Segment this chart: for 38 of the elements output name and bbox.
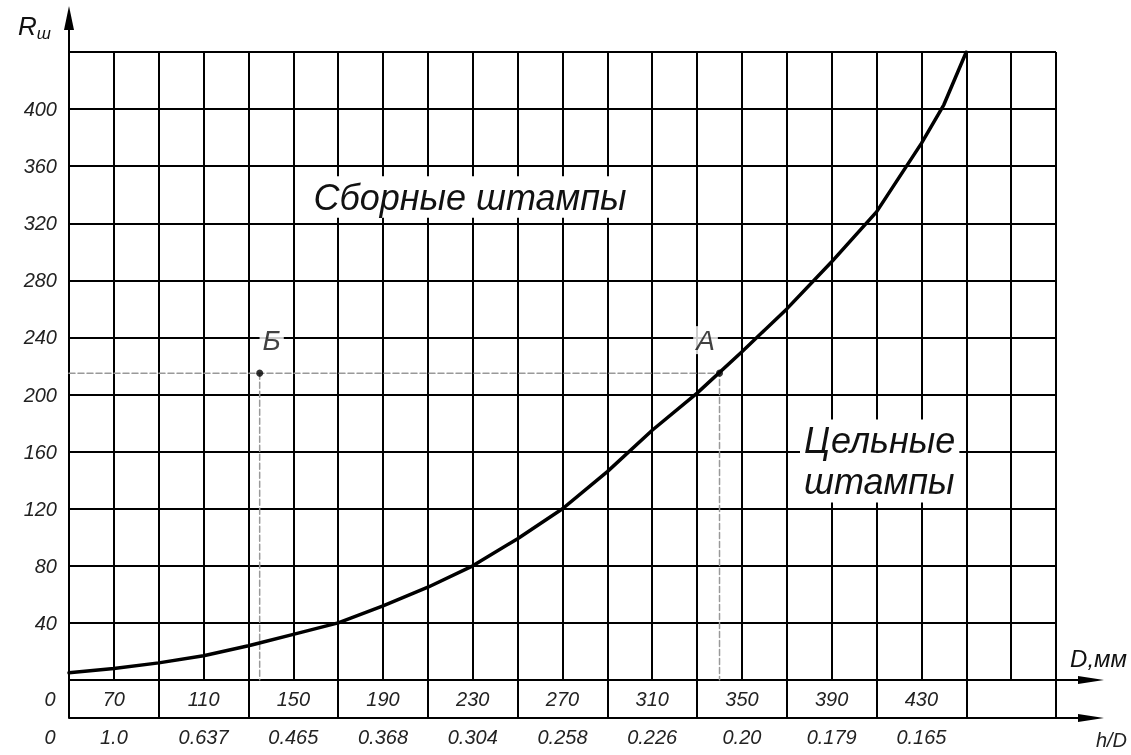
x-tick-label: 310 — [635, 688, 669, 710]
y-tick-label: 120 — [23, 497, 57, 520]
text: 0.179 — [806, 725, 857, 748]
y-tick-label: 320 — [23, 212, 57, 235]
x-tick-label: 270 — [544, 688, 580, 710]
y-tick-label: 400 — [23, 98, 57, 121]
text: 0.368 — [358, 725, 409, 748]
y-tick-label: 40 — [34, 611, 57, 634]
text: h/D — [1095, 729, 1127, 751]
y-tick-label: 240 — [22, 326, 57, 349]
text: 0.465 — [268, 725, 320, 748]
x-tick-label: 70 — [102, 688, 125, 710]
y-tick-label: 360 — [23, 155, 57, 178]
x-tick-label: 350 — [725, 688, 759, 710]
annotation: Сборные штампы — [313, 176, 627, 218]
y-tick-label: 200 — [22, 383, 57, 406]
annotation: Цельные штампы — [804, 419, 956, 503]
y-tick-label: 160 — [23, 440, 57, 463]
y-tick-label: 280 — [22, 269, 57, 292]
annotation: А — [694, 324, 715, 356]
text: 0.165 — [896, 725, 948, 748]
text: 0.304 — [447, 725, 498, 748]
x-tick-label: 150 — [276, 688, 311, 710]
text: 0.20 — [722, 725, 762, 748]
text: 0.226 — [627, 725, 679, 748]
text: 0 — [44, 688, 56, 710]
x-tick-label: 390 — [814, 688, 849, 710]
x-tick-label: 110 — [187, 688, 220, 710]
text: 1.0 — [99, 725, 128, 748]
y-tick-label: 80 — [34, 554, 57, 577]
x-tick-label: 190 — [366, 688, 400, 710]
x-tick-label: 230 — [455, 688, 490, 710]
text: 0.258 — [537, 725, 588, 748]
text: 0 — [44, 725, 56, 748]
annotation: Б — [262, 324, 281, 356]
text: 0.637 — [178, 725, 230, 748]
x-tick-label: 430 — [904, 688, 939, 710]
x-axis-title: D,мм — [1070, 644, 1127, 672]
